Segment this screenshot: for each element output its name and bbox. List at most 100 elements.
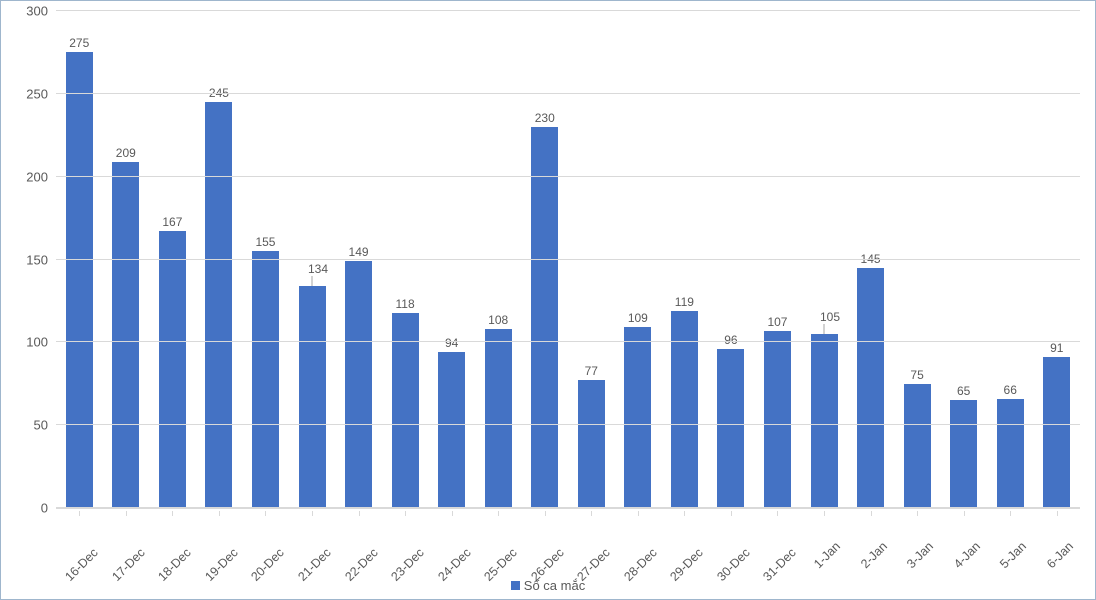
y-tick-label: 0	[41, 501, 56, 516]
y-tick-label: 200	[26, 169, 56, 184]
y-tick-label: 50	[34, 418, 56, 433]
bar: 96	[717, 349, 744, 508]
x-tick-slot: 2-Jan	[847, 511, 894, 566]
bar-data-label: 209	[116, 146, 136, 162]
x-tick-mark	[359, 511, 360, 516]
x-tick-mark	[265, 511, 266, 516]
x-tick-slot: 30-Dec	[708, 511, 755, 566]
gridline	[56, 176, 1080, 177]
x-tick-slot: 1-Jan	[801, 511, 848, 566]
x-tick-slot: 25-Dec	[475, 511, 522, 566]
bar: 91	[1043, 357, 1070, 508]
x-tick-mark	[545, 511, 546, 516]
plot-area: 2752091672451551341491189410823077109119…	[56, 11, 1080, 509]
y-tick-label: 250	[26, 86, 56, 101]
bar-slot: 65	[940, 11, 987, 508]
gridline	[56, 507, 1080, 508]
x-tick-mark	[312, 511, 313, 516]
chart-legend: Số ca mắc	[1, 577, 1095, 593]
bar-data-label: 145	[861, 252, 881, 268]
bar-slot: 209	[103, 11, 150, 508]
x-tick-mark	[498, 511, 499, 516]
bar-data-label: 94	[445, 336, 458, 352]
x-tick-slot: 22-Dec	[335, 511, 382, 566]
bar-slot: 94	[428, 11, 475, 508]
bar-data-label: 65	[957, 384, 970, 400]
x-tick-mark	[126, 511, 127, 516]
x-tick-slot: 28-Dec	[615, 511, 662, 566]
x-tick-slot: 3-Jan	[894, 511, 941, 566]
bar-data-label: 77	[585, 364, 598, 380]
x-tick-slot: 16-Dec	[56, 511, 103, 566]
bar: 77	[578, 380, 605, 508]
x-tick-label: 6-Jan	[1066, 517, 1096, 549]
bar-data-label: 105	[820, 310, 840, 334]
bar-data-label: 108	[488, 313, 508, 329]
legend-label: Số ca mắc	[524, 578, 585, 593]
bar-slot: 107	[754, 11, 801, 508]
bar-data-label: 230	[535, 111, 555, 127]
bar: 134	[299, 286, 326, 508]
y-tick-label: 100	[26, 335, 56, 350]
bar-slot: 91	[1033, 11, 1080, 508]
bar-slot: 118	[382, 11, 429, 508]
bar: 107	[764, 331, 791, 508]
bar-slot: 108	[475, 11, 522, 508]
bar: 167	[159, 231, 186, 508]
legend-swatch	[511, 581, 520, 590]
bar-slot: 245	[196, 11, 243, 508]
bar: 155	[252, 251, 279, 508]
bar-slot: 66	[987, 11, 1034, 508]
y-tick-label: 150	[26, 252, 56, 267]
bar-slot: 167	[149, 11, 196, 508]
x-tick-slot: 5-Jan	[987, 511, 1034, 566]
x-tick-mark	[1057, 511, 1058, 516]
y-tick-label: 300	[26, 4, 56, 19]
x-tick-mark	[777, 511, 778, 516]
bar-slot: 77	[568, 11, 615, 508]
x-tick-slot: 19-Dec	[196, 511, 243, 566]
bar-series-container: 2752091672451551341491189410823077109119…	[56, 11, 1080, 508]
bar-data-label: 245	[209, 86, 229, 102]
bar-slot: 96	[708, 11, 755, 508]
bar-slot: 145	[847, 11, 894, 508]
bar: 65	[950, 400, 977, 508]
bar-data-label: 66	[1004, 383, 1017, 399]
bar-slot: 155	[242, 11, 289, 508]
gridline	[56, 341, 1080, 342]
bar-slot: 275	[56, 11, 103, 508]
chart-frame: 2752091672451551341491189410823077109119…	[0, 0, 1096, 600]
gridline	[56, 93, 1080, 94]
bar: 75	[904, 384, 931, 508]
x-tick-mark	[917, 511, 918, 516]
bar: 94	[438, 352, 465, 508]
bar: 108	[485, 329, 512, 508]
bar: 105	[811, 334, 838, 508]
x-tick-slot: 27-Dec	[568, 511, 615, 566]
gridline	[56, 10, 1080, 11]
x-tick-slot: 31-Dec	[754, 511, 801, 566]
x-tick-slot: 26-Dec	[521, 511, 568, 566]
bar-slot: 109	[615, 11, 662, 508]
x-tick-mark	[452, 511, 453, 516]
x-tick-mark	[591, 511, 592, 516]
x-tick-mark	[684, 511, 685, 516]
bar-slot: 119	[661, 11, 708, 508]
x-tick-mark	[871, 511, 872, 516]
x-tick-mark	[405, 511, 406, 516]
bar: 145	[857, 268, 884, 508]
x-tick-mark	[638, 511, 639, 516]
bar-data-label: 167	[162, 215, 182, 231]
x-tick-mark	[824, 511, 825, 516]
x-tick-mark	[172, 511, 173, 516]
x-tick-mark	[219, 511, 220, 516]
x-tick-mark	[964, 511, 965, 516]
bar: 275	[66, 52, 93, 508]
gridline	[56, 259, 1080, 260]
bar: 245	[205, 102, 232, 508]
bar-slot: 105	[801, 11, 848, 508]
x-tick-mark	[731, 511, 732, 516]
bar-data-label: 91	[1050, 341, 1063, 357]
bar: 209	[112, 162, 139, 508]
x-tick-mark	[79, 511, 80, 516]
